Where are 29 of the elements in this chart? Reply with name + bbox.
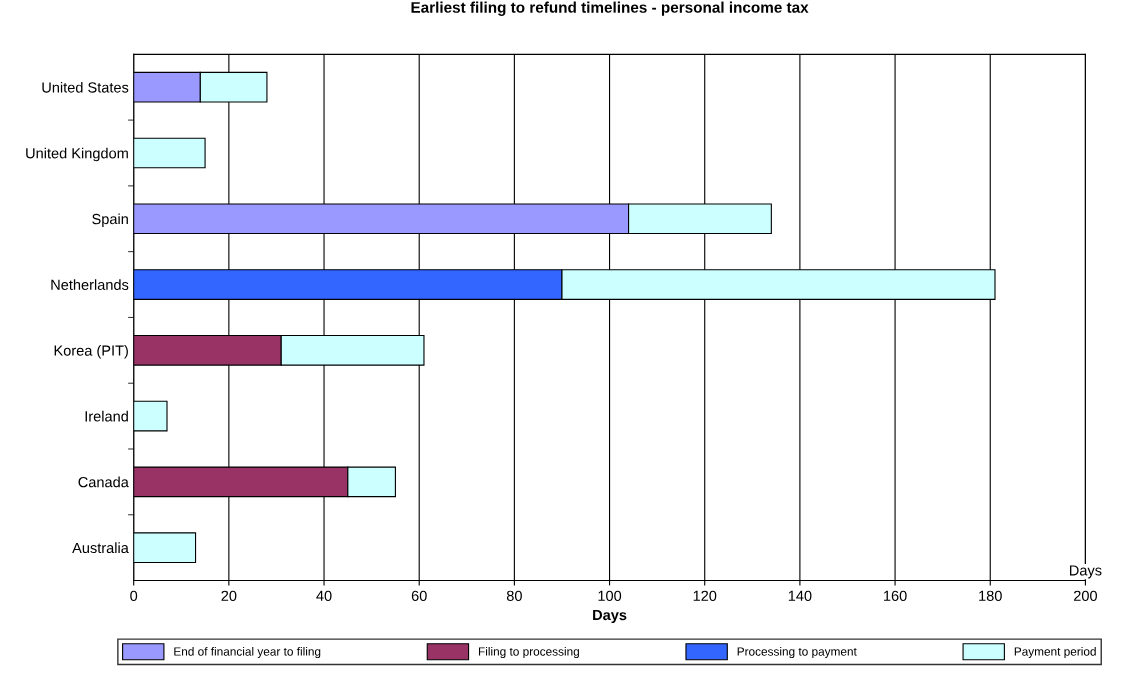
- y-tick-label: United States: [42, 81, 129, 93]
- bar: [133, 137, 206, 169]
- y-tick-label: United Kingdom: [26, 147, 128, 162]
- x-tick-label: 180: [979, 590, 1002, 601]
- x-tick-label: 60: [411, 590, 427, 601]
- x-tick-label: 160: [884, 590, 907, 601]
- x-tick-label: 80: [506, 590, 522, 601]
- legend-label: Processing to payment: [737, 647, 857, 659]
- x-tick-label: 140: [788, 590, 812, 601]
- legend-label: Filing to processing: [478, 647, 579, 659]
- y-tick-label: Netherlands: [51, 279, 129, 290]
- y-tick-label: Canada: [78, 476, 129, 488]
- x-tick-label: 20: [221, 590, 237, 601]
- x-tick-label: 0: [130, 590, 138, 601]
- legend-label: End of financial year to filing: [174, 647, 321, 659]
- x-tick-label: 100: [598, 590, 622, 601]
- y-tick-label: Spain: [92, 213, 128, 228]
- annotation: Days: [1070, 565, 1102, 579]
- x-tick-label: 120: [693, 590, 717, 601]
- chart-title: Earliest filing to refund timelines - personal income tax: [411, 1, 809, 16]
- x-tick-label: 40: [316, 590, 332, 601]
- y-tick-label: Ireland: [85, 410, 128, 422]
- x-tick-label: 200: [1073, 590, 1098, 601]
- y-tick-label: Korea (PIT): [54, 345, 128, 359]
- y-tick-label: Australia: [72, 542, 129, 554]
- bar: [133, 532, 197, 564]
- x-axis-title: Days: [593, 609, 627, 624]
- bar: [133, 400, 168, 432]
- legend-label: Payment period: [1014, 647, 1096, 659]
